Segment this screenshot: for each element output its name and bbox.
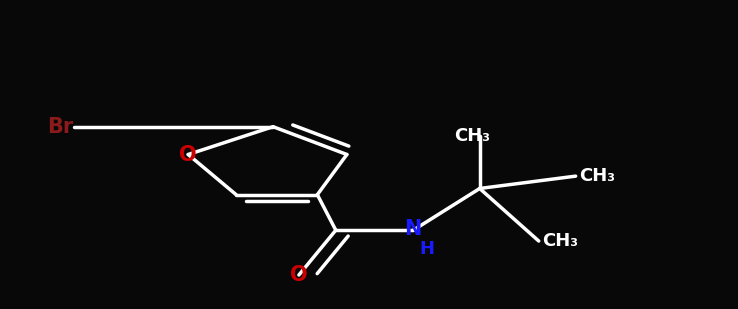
- Text: N: N: [404, 219, 422, 239]
- Text: O: O: [179, 145, 197, 164]
- Text: Br: Br: [47, 117, 74, 137]
- Text: CH₃: CH₃: [455, 127, 490, 145]
- Text: CH₃: CH₃: [579, 167, 615, 185]
- Text: CH₃: CH₃: [542, 232, 579, 250]
- Text: H: H: [419, 240, 434, 258]
- Text: O: O: [290, 265, 308, 285]
